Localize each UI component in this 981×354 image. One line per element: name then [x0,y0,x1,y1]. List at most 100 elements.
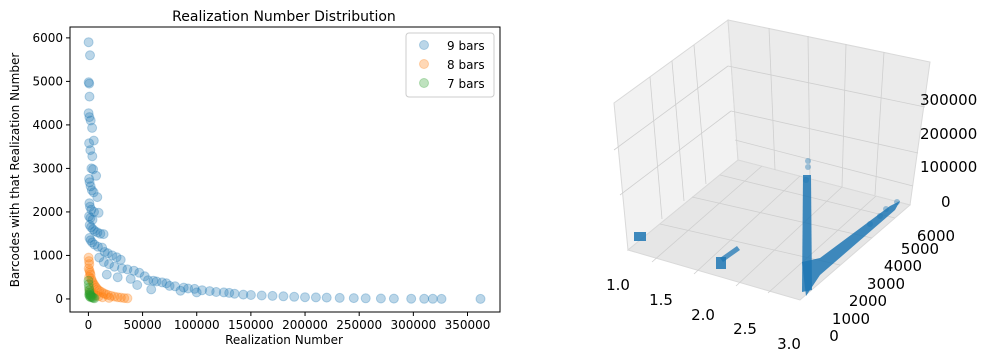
data-point [164,280,175,291]
data-point [93,291,104,302]
data-point [86,290,96,301]
data-point [300,292,310,303]
x-tick-label: 1.5 [649,291,673,309]
legend-marker-8-bars [419,59,429,69]
data-point [85,181,96,192]
data-point [112,292,123,303]
data-point [419,293,430,304]
data-point [85,201,95,212]
x-tick-label: 150000 [228,318,274,332]
cluster-x2-diag [720,246,740,262]
data-point [83,37,94,48]
data-point [87,292,98,303]
y-tick-label: 6000 [32,31,63,45]
data-point [475,293,486,304]
data-point [107,250,118,261]
data-point [84,285,95,296]
data-point [146,284,157,295]
data-point [109,291,120,302]
data-point [84,265,95,276]
data-point [197,285,208,296]
z-axis-3d: 0 100000 200000 300000 [920,91,977,211]
cluster-x3-base [802,201,900,296]
data-point [109,261,120,272]
data-point [84,288,95,299]
legend-label-8-bars: 8 bars [447,58,485,72]
y-axis-label: Barcodes with that Realization Number [8,53,22,288]
data-point [94,252,105,263]
data-point [91,282,102,293]
data-point [117,263,127,274]
data-point [86,291,97,302]
data-point [89,280,100,291]
data-point [87,122,98,133]
data-point [92,192,103,203]
x-tick-label: 0 [85,318,93,332]
data-point [334,292,345,303]
data-point [111,252,122,263]
cluster-x1 [634,232,646,241]
data-point [84,78,95,89]
x-axis-label: Realization Number [225,333,343,347]
data-point [86,185,97,196]
plot-area [69,26,501,313]
data-point [151,276,162,287]
data-point [84,289,95,300]
data-point [267,290,278,301]
data-point [132,280,143,290]
data-point [98,257,109,267]
chart-title: Realization Number Distribution [172,9,396,25]
data-point [102,290,113,300]
data-point [321,292,332,303]
data-point [89,206,99,217]
data-point [189,283,200,294]
data-point [86,287,97,298]
y-tick-label: 5000 [901,240,939,258]
data-point [89,226,100,237]
data-point [310,292,321,303]
data-point [229,288,240,299]
data-point [85,115,96,126]
data-point [83,263,94,274]
data-point [204,286,215,297]
legend: 9 bars 8 bars 7 bars [405,32,495,98]
data-point [91,170,102,181]
data-point [84,198,95,209]
data-point [98,229,109,240]
legend-box [405,32,495,98]
point [805,158,811,164]
data-point [102,248,113,259]
y-tick-label: 6000 [917,227,955,245]
data-point [278,291,289,302]
data-point [84,177,95,188]
x-tick-label: 300000 [390,318,436,332]
data-point [128,265,139,276]
x-tick-label: 100000 [174,318,220,332]
legend-label-7-bars: 7 bars [447,77,485,91]
data-point [84,282,94,293]
point [867,221,873,227]
legend-marker-7-bars [419,78,429,88]
data-point [238,289,249,300]
data-point [106,290,117,301]
data-point [148,275,159,286]
data-point [85,145,96,156]
data-point [88,224,98,235]
data-point [178,282,189,293]
data-point [427,293,438,304]
data-point [92,227,103,238]
data-point [86,273,97,284]
data-point [183,283,194,294]
data-point [122,264,133,275]
scatter-chart-3d: 1.01.52.02.53.0 010002000300040005000600… [606,19,977,353]
cluster-x2-base [716,257,726,269]
data-point [104,259,114,270]
data-point [161,278,172,289]
data-point [91,290,101,301]
x-tick-label: 200000 [282,318,328,332]
data-point [115,292,126,303]
data-point [84,259,95,270]
point [805,164,811,170]
